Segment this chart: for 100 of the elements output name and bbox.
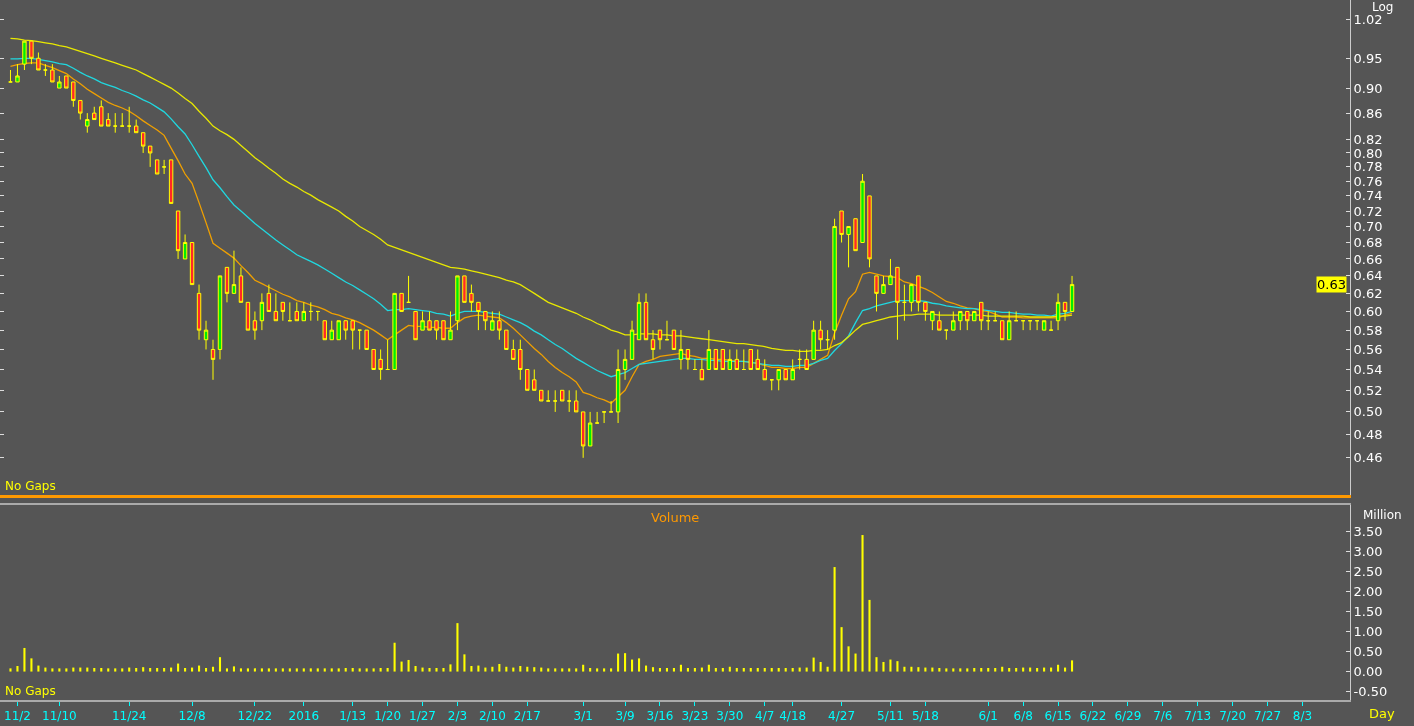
bar — [756, 667, 759, 672]
candlestick — [608, 400, 614, 413]
candlestick — [448, 310, 453, 341]
candlestick — [678, 329, 684, 370]
candlestick — [329, 320, 334, 341]
bar — [561, 668, 564, 672]
x-tick-label: 7/20 — [1219, 709, 1247, 724]
bar — [812, 657, 815, 672]
candlestick — [224, 266, 230, 303]
bar — [135, 667, 138, 672]
candlestick — [692, 358, 698, 370]
bar — [170, 667, 173, 672]
bar — [512, 667, 515, 672]
candlestick — [196, 284, 202, 341]
candlestick — [839, 210, 844, 243]
bar — [449, 664, 452, 672]
y-tick-label: 0.90 — [1353, 80, 1383, 96]
bar — [505, 666, 508, 672]
candlestick — [420, 310, 425, 331]
y-tick-label: 0.78 — [1353, 159, 1383, 175]
bar — [665, 667, 669, 672]
bar — [742, 667, 745, 672]
candlestick — [126, 106, 132, 134]
candlestick — [685, 348, 691, 370]
bar — [714, 667, 717, 672]
bar — [868, 599, 871, 672]
bar — [973, 667, 976, 672]
candlestick — [511, 339, 516, 360]
bar — [358, 668, 361, 672]
candlestick — [371, 348, 376, 370]
bar — [784, 667, 787, 672]
candlestick — [734, 348, 740, 370]
bar — [672, 667, 675, 672]
candlestick — [350, 320, 355, 350]
y-tick-label: 0.68 — [1353, 235, 1383, 251]
candlestick — [455, 275, 460, 331]
candlestick — [706, 329, 712, 370]
candlestick — [650, 329, 656, 360]
bar — [1036, 667, 1039, 672]
candlestick — [168, 159, 174, 204]
bar — [686, 667, 689, 672]
bar — [477, 665, 480, 672]
bar — [281, 668, 284, 672]
candlestick — [71, 81, 76, 108]
bar — [749, 667, 752, 672]
bar — [651, 667, 655, 672]
bar — [610, 668, 613, 672]
bar — [735, 667, 738, 672]
bar — [498, 663, 501, 672]
candlestick — [916, 275, 921, 312]
y-tick-label: 0.76 — [1353, 173, 1383, 189]
bar — [239, 668, 242, 672]
bar — [365, 668, 368, 672]
candlestick — [1048, 320, 1054, 331]
candlestick — [594, 411, 600, 424]
bar — [658, 667, 662, 672]
candlestick — [832, 218, 837, 341]
candlestick — [294, 301, 300, 322]
bar — [1022, 667, 1025, 672]
candlestick — [50, 63, 55, 83]
x-tick-label: 1/13 — [339, 709, 367, 724]
x-tick-label: 5/11 — [876, 709, 904, 724]
bar — [644, 665, 648, 672]
bar — [316, 668, 319, 672]
bar — [1050, 667, 1053, 672]
bar — [763, 667, 766, 672]
bar — [700, 667, 703, 672]
candlestick — [504, 329, 509, 350]
candlestick — [175, 210, 181, 260]
bar — [540, 667, 543, 672]
candlestick — [147, 145, 153, 168]
bar — [253, 668, 256, 672]
candlestick — [1027, 320, 1033, 331]
bar — [386, 667, 389, 672]
bar — [30, 658, 33, 672]
candlestick — [287, 301, 293, 322]
chart-title: Volume — [651, 510, 700, 525]
candlestick — [622, 348, 628, 381]
bar — [596, 668, 599, 672]
bar — [414, 665, 417, 672]
x-tick-label: 3/9 — [615, 709, 635, 724]
bar — [777, 667, 780, 672]
bar — [582, 664, 585, 672]
candlestick — [1069, 275, 1075, 312]
bar — [889, 659, 892, 672]
candlestick — [643, 292, 649, 341]
candlestick — [853, 218, 858, 252]
candlestick — [29, 40, 34, 65]
bar — [624, 653, 627, 672]
candlestick — [266, 284, 272, 312]
candlestick — [497, 310, 502, 341]
candlestick — [629, 320, 635, 360]
candlestick — [427, 310, 432, 331]
candlestick — [182, 233, 188, 260]
bar — [246, 668, 249, 672]
candlestick — [825, 329, 830, 350]
bar — [177, 663, 180, 672]
bar — [58, 668, 61, 672]
y-tick-label: 1.02 — [1353, 11, 1383, 27]
candlestick — [846, 226, 851, 268]
